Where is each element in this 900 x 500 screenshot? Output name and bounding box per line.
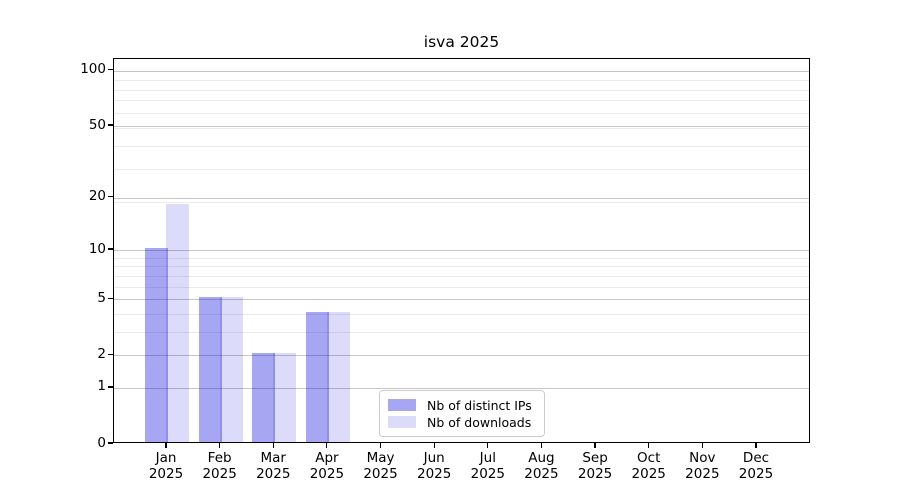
- x-tick-label-oct: Oct 2025: [631, 450, 666, 482]
- x-tick-mark-jun: [433, 443, 435, 448]
- y-tick-mark-20: [108, 196, 113, 198]
- major-gridline-100: [114, 70, 809, 72]
- x-tick-mark-sep: [594, 443, 596, 448]
- minor-gridline: [114, 100, 809, 102]
- x-tick-mark-jan: [165, 443, 167, 448]
- legend: Nb of distinct IPs Nb of downloads: [379, 390, 545, 437]
- minor-gridline: [114, 168, 809, 170]
- minor-gridline: [114, 89, 809, 91]
- x-tick-label-dec: Dec 2025: [738, 450, 774, 482]
- minor-gridline: [114, 313, 809, 315]
- x-tick-label-sep: Sep 2025: [577, 450, 613, 482]
- minor-gridline: [114, 257, 809, 259]
- y-tick-label-20: 20: [88, 188, 106, 205]
- bar-jan-downloads: [166, 203, 189, 442]
- x-tick-label-aug: Aug 2025: [524, 450, 559, 482]
- y-tick-mark-0: [108, 442, 113, 444]
- minor-gridline: [114, 286, 809, 288]
- y-tick-mark-100: [108, 69, 113, 71]
- bar-mar-downloads: [273, 353, 297, 442]
- major-gridline-20: [114, 197, 809, 199]
- y-tick-label-0: 0: [97, 434, 106, 451]
- minor-gridline: [114, 145, 809, 147]
- y-tick-mark-10: [108, 248, 113, 250]
- minor-gridline: [114, 266, 809, 268]
- x-tick-mark-feb: [219, 443, 221, 448]
- y-tick-label-2: 2: [97, 345, 106, 362]
- x-tick-mark-may: [379, 443, 382, 448]
- x-tick-label-nov: Nov 2025: [685, 450, 720, 482]
- bar-feb-ips: [198, 297, 222, 442]
- x-tick-label-apr: Apr 2025: [309, 450, 345, 482]
- major-gridline-50: [114, 126, 809, 128]
- minor-gridline: [114, 331, 809, 333]
- x-tick-label-may: May 2025: [363, 450, 398, 482]
- y-tick-label-5: 5: [97, 289, 106, 306]
- bar-apr-downloads: [326, 311, 350, 442]
- legend-label-distinct-ips: Nb of distinct IPs: [427, 397, 532, 413]
- minor-gridline: [114, 275, 809, 277]
- plot-area: Nb of distinct IPs Nb of downloads: [113, 58, 810, 443]
- minor-gridline: [114, 112, 809, 114]
- bar-feb-downloads: [219, 297, 243, 442]
- chart-title: isva 2025: [423, 33, 500, 51]
- x-tick-label-feb: Feb 2025: [202, 450, 237, 482]
- y-tick-mark-2: [108, 353, 113, 355]
- legend-swatch-distinct-ips: [388, 399, 416, 411]
- y-tick-label-50: 50: [88, 116, 106, 133]
- x-tick-mark-apr: [326, 443, 328, 448]
- major-gridline-10: [114, 250, 809, 252]
- major-gridline-2: [114, 355, 809, 357]
- bar-mar-ips: [252, 353, 276, 442]
- y-tick-mark-1: [108, 386, 113, 388]
- x-tick-mark-jul: [487, 443, 489, 448]
- x-tick-label-jul: Jul 2025: [470, 450, 505, 482]
- y-tick-mark-50: [108, 124, 113, 126]
- legend-item-downloads: Nb of downloads: [388, 414, 536, 430]
- x-tick-mark-dec: [755, 443, 757, 448]
- x-tick-label-mar: Mar 2025: [256, 450, 291, 482]
- minor-gridline: [114, 80, 809, 82]
- legend-item-distinct-ips: Nb of distinct IPs: [388, 397, 536, 413]
- y-tick-label-100: 100: [80, 61, 106, 78]
- x-tick-label-jan: Jan 2025: [148, 450, 184, 482]
- x-tick-mark-nov: [701, 443, 703, 448]
- y-tick-label-1: 1: [97, 378, 106, 395]
- bar-apr-ips: [305, 311, 329, 442]
- minor-gridline: [114, 201, 809, 203]
- legend-label-downloads: Nb of downloads: [427, 414, 532, 430]
- minor-gridline: [114, 127, 809, 129]
- y-tick-mark-5: [108, 297, 113, 299]
- x-tick-mark-mar: [272, 443, 274, 448]
- legend-swatch-downloads: [388, 416, 416, 428]
- y-tick-label-10: 10: [88, 240, 106, 257]
- major-gridline-1: [114, 387, 809, 389]
- major-gridline-5: [114, 299, 809, 301]
- x-tick-label-jun: Jun 2025: [416, 450, 452, 482]
- x-tick-mark-oct: [648, 443, 650, 448]
- x-tick-mark-aug: [540, 443, 543, 448]
- bar-jan-ips: [145, 248, 168, 442]
